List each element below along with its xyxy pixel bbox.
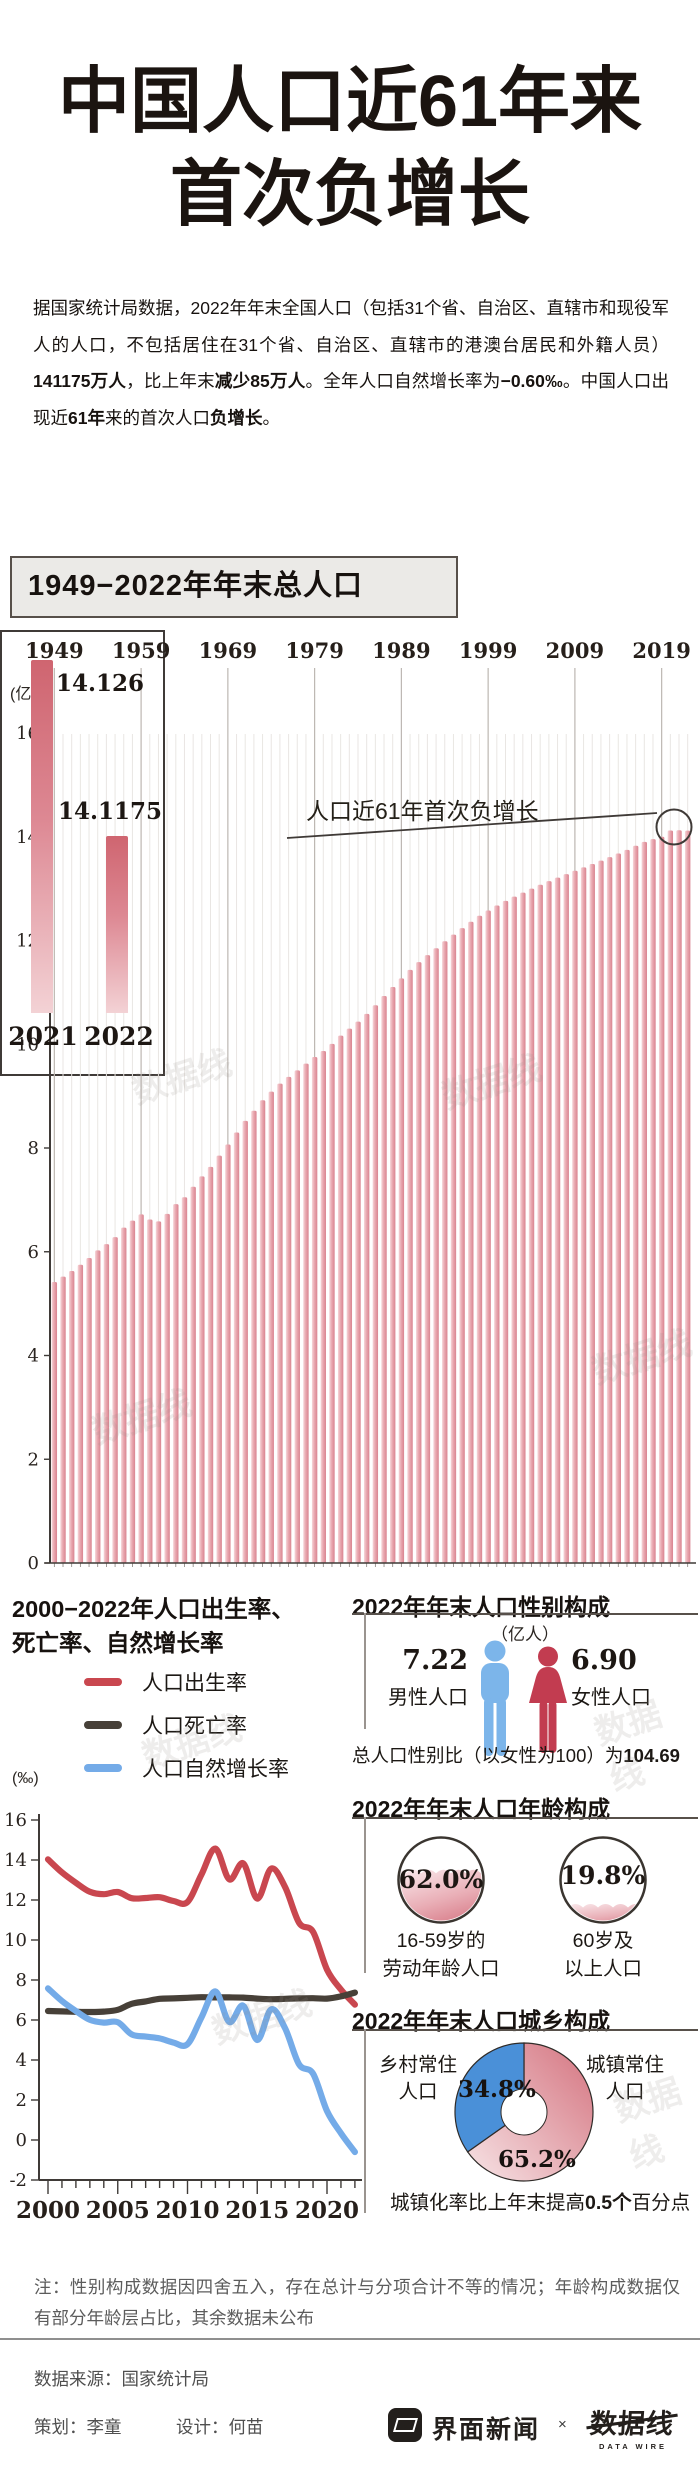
logo-separator: × [558,2416,567,2433]
page-title: 中国人口近61年来 首次负增长 [0,56,700,242]
sex-ratio-note: 总人口性别比（以女性为100）为104.69 [352,1742,698,1768]
male-population-value: 7.22 [402,1645,468,1676]
rural-pct-label: 34.8% [458,2076,536,2103]
rates-chart-title: 2000−2022年人口出生率、 死亡率、自然增长率 [12,1592,357,1660]
datawire-logo-subtext: DATA WIRE [598,2442,668,2451]
gender-bracket-line [364,1613,366,1729]
svg-text:4: 4 [28,1346,39,1367]
svg-text:0: 0 [28,1553,39,1574]
svg-text:2000: 2000 [16,2197,80,2224]
page-title-line2: 首次负增长 [169,155,530,235]
legend-swatch [84,1763,122,1772]
legend-swatch [84,1677,122,1686]
svg-text:1969: 1969 [199,638,257,663]
svg-text:10: 10 [16,1034,39,1055]
inset-year-2021: 2021 [8,1022,78,1051]
svg-text:1959: 1959 [112,638,170,663]
age-bracket-line [364,1817,366,1973]
urban-label: 城镇常住 人口 [585,2054,664,2103]
sex-ratio-value: 104.69 [623,1745,680,1766]
section-header-gender: 2022年年末人口性别构成 [352,1594,611,1620]
legend-swatch [84,1720,122,1729]
svg-text:62.0%: 62.0% [399,1865,484,1894]
svg-text:2: 2 [16,2090,27,2111]
urban-header-rule [352,2029,698,2031]
svg-text:2009: 2009 [546,638,604,663]
age-header-rule [352,1817,698,1819]
svg-text:1999: 1999 [459,638,517,663]
credit-designer: 设计：何苗 [176,2417,264,2437]
female-population-label: 女性人口 [571,1687,651,1709]
inset-year-2022: 2022 [84,1022,154,1051]
inset-2021-2022-comparison: 14.126 14.1175 2021 2022 [0,630,165,1076]
svg-text:8: 8 [16,1970,27,1991]
rates-chart-title-line2: 死亡率、自然增长率 [12,1630,224,1656]
jiemian-news-icon [388,2408,422,2442]
svg-text:2005: 2005 [86,2197,150,2224]
female-population-value: 6.90 [571,1645,637,1676]
legend-label: 人口死亡率 [142,1714,247,1738]
svg-text:19.8%: 19.8% [561,1861,646,1890]
inset-value-2021: 14.126 [56,670,145,697]
urbanization-note: 城镇化率比上年末提高0.5个百分点 [390,2192,691,2214]
senior-age-gauge: 19.8% [557,1834,649,1926]
legend-item-0: 人口出生率 [84,1660,354,1703]
jiemian-news-logo-text: 界面新闻 [432,2416,541,2444]
section-header-total-population: 1949−2022年年末总人口 [10,556,458,618]
legend-label: 人口自然增长率 [142,1757,289,1781]
working-age-gauge: 62.0% [395,1834,487,1926]
svg-text:8: 8 [28,1138,39,1159]
svg-text:10: 10 [4,1930,27,1951]
svg-text:4: 4 [16,2050,27,2071]
legend-label: 人口出生率 [142,1671,247,1695]
data-source: 数据来源：国家统计局 [34,2369,209,2389]
inset-bar-2021 [31,660,53,1013]
sex-ratio-prefix: 总人口性别比（以女性为100）为 [352,1745,624,1766]
footer-divider [0,2338,700,2340]
rural-label: 乡村常住 人口 [378,2054,457,2103]
inset-value-2022: 14.1175 [58,798,163,825]
gender-unit-label: （亿人） [491,1625,559,1644]
svg-text:2: 2 [28,1449,39,1470]
svg-text:2019: 2019 [632,638,690,663]
rates-line-chart-canvas: -2 0 2 4 6 8 10 12 14 16 2000 2005 2010 2015 2020 [4,1810,362,2224]
svg-text:12: 12 [4,1890,27,1911]
svg-text:2020: 2020 [295,2197,359,2224]
working-age-caption: 16-59岁的 劳动年龄人口 [382,1930,500,1980]
svg-text:16: 16 [4,1810,27,1831]
female-person-icon [529,1646,567,1753]
legend-item-1: 人口死亡率 [84,1703,354,1746]
urban-rural-donut-chart [444,2034,604,2194]
legend-item-2: 人口自然增长率 [84,1746,354,1789]
svg-text:1949: 1949 [25,638,83,663]
svg-text:1979: 1979 [285,638,343,663]
rates-chart-legend: 人口出生率人口死亡率人口自然增长率 [84,1660,354,1789]
footnote: 注：性别构成数据因四舍五入，存在总计与分项合计不等的情况；年龄构成数据仅有部分年… [34,2277,680,2328]
urban-bracket-line [364,2029,366,2213]
inset-bar-2022 [106,836,128,1013]
svg-text:6: 6 [16,2010,27,2031]
rates-chart-title-line1: 2000−2022年人口出生率、 [12,1596,295,1622]
male-person-icon [481,1640,509,1756]
gender-header-rule [352,1613,698,1615]
credit-planner: 策划：李童 [34,2417,122,2437]
urban-pct-label: 65.2% [498,2146,576,2173]
svg-text:0: 0 [16,2130,27,2151]
svg-text:2015: 2015 [225,2197,289,2224]
population-bar-chart: 0 2 4 6 8 10 12 14 16 1949 1959 1969 1979 1989 1999 200… [0,630,700,1625]
svg-text:2010: 2010 [155,2197,219,2224]
page-title-line1: 中国人口近61年来 [57,62,643,142]
intro-paragraph: 据国家统计局数据，2022年年末全国人口（包括31个省、自治区、直辖市和现役军人… [33,298,670,428]
male-population-label: 男性人口 [388,1687,468,1709]
svg-text:1989: 1989 [372,638,430,663]
negative-growth-annotation: 人口近61年首次负增长 [306,798,539,824]
svg-text:6: 6 [28,1242,39,1263]
svg-text:-2: -2 [9,2170,27,2191]
svg-text:14: 14 [4,1850,27,1871]
senior-age-caption: 60岁及 以上人口 [563,1930,642,1980]
rates-chart-unit: (‰) [12,1770,39,1787]
